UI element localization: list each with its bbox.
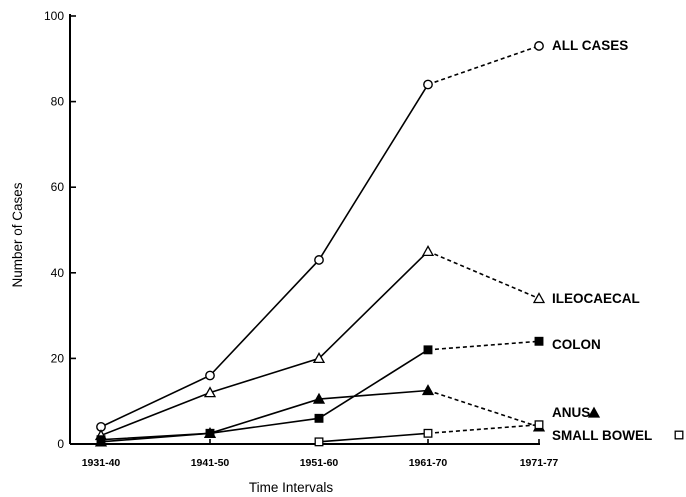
data-point-all-cases bbox=[314, 255, 324, 265]
data-point-all-cases bbox=[423, 79, 433, 90]
series-label-ileocaecal: ILEOCAECAL bbox=[552, 291, 640, 306]
data-point-ileocaecal bbox=[203, 386, 217, 398]
data-point-ileocaecal bbox=[421, 245, 435, 257]
series-line-ileocaecal bbox=[100, 250, 429, 437]
series-label-small-bowel: SMALL BOWEL bbox=[552, 428, 652, 443]
x-tick-label: 1941-50 bbox=[191, 457, 230, 469]
y-tick-label: 20 bbox=[51, 351, 65, 365]
data-point-colon bbox=[534, 336, 544, 346]
data-point-small-bowel bbox=[534, 420, 544, 430]
data-point-anus bbox=[94, 435, 108, 447]
data-point-anus bbox=[312, 392, 326, 404]
x-tick-label: 1931-40 bbox=[82, 457, 121, 469]
y-axis-title: Number of Cases bbox=[10, 182, 25, 287]
data-point-anus bbox=[421, 384, 435, 396]
series-projection-anus bbox=[427, 389, 540, 428]
y-tick-label: 80 bbox=[51, 95, 65, 109]
data-point-ileocaecal bbox=[312, 352, 326, 364]
x-axis-title: Time Intervals bbox=[249, 480, 334, 495]
x-tick-label: 1971-77 bbox=[520, 457, 559, 469]
x-tick-label: 1961-70 bbox=[409, 457, 448, 469]
series-line-anus bbox=[100, 389, 429, 443]
series-projection-all-cases bbox=[427, 45, 540, 86]
data-point-ileocaecal bbox=[532, 292, 546, 304]
series-line-all-cases bbox=[100, 84, 429, 428]
series-label-all-cases: ALL CASES bbox=[552, 38, 628, 53]
series-projection-small-bowel bbox=[427, 423, 540, 435]
legend-marker-small-bowel bbox=[674, 430, 684, 440]
data-point-colon bbox=[314, 413, 324, 423]
y-tick-label: 60 bbox=[51, 180, 65, 194]
y-tick-label: 100 bbox=[44, 9, 64, 23]
y-tick-label: 0 bbox=[57, 437, 64, 451]
legend-marker-anus bbox=[587, 406, 601, 418]
data-point-colon bbox=[423, 345, 433, 355]
y-tick-label: 40 bbox=[51, 266, 65, 280]
series-line-small-bowel bbox=[318, 432, 429, 443]
data-point-all-cases bbox=[534, 41, 544, 51]
data-point-all-cases bbox=[205, 370, 215, 381]
series-projection-ileocaecal bbox=[427, 250, 540, 300]
series-label-anus: ANUS bbox=[552, 405, 590, 420]
data-point-anus bbox=[203, 426, 217, 438]
x-tick-label: 1951-60 bbox=[300, 457, 339, 469]
data-point-small-bowel bbox=[314, 437, 324, 447]
series-projection-colon bbox=[427, 340, 540, 351]
series-line-colon bbox=[100, 349, 429, 441]
data-point-small-bowel bbox=[423, 428, 433, 438]
series-label-colon: COLON bbox=[552, 337, 601, 352]
